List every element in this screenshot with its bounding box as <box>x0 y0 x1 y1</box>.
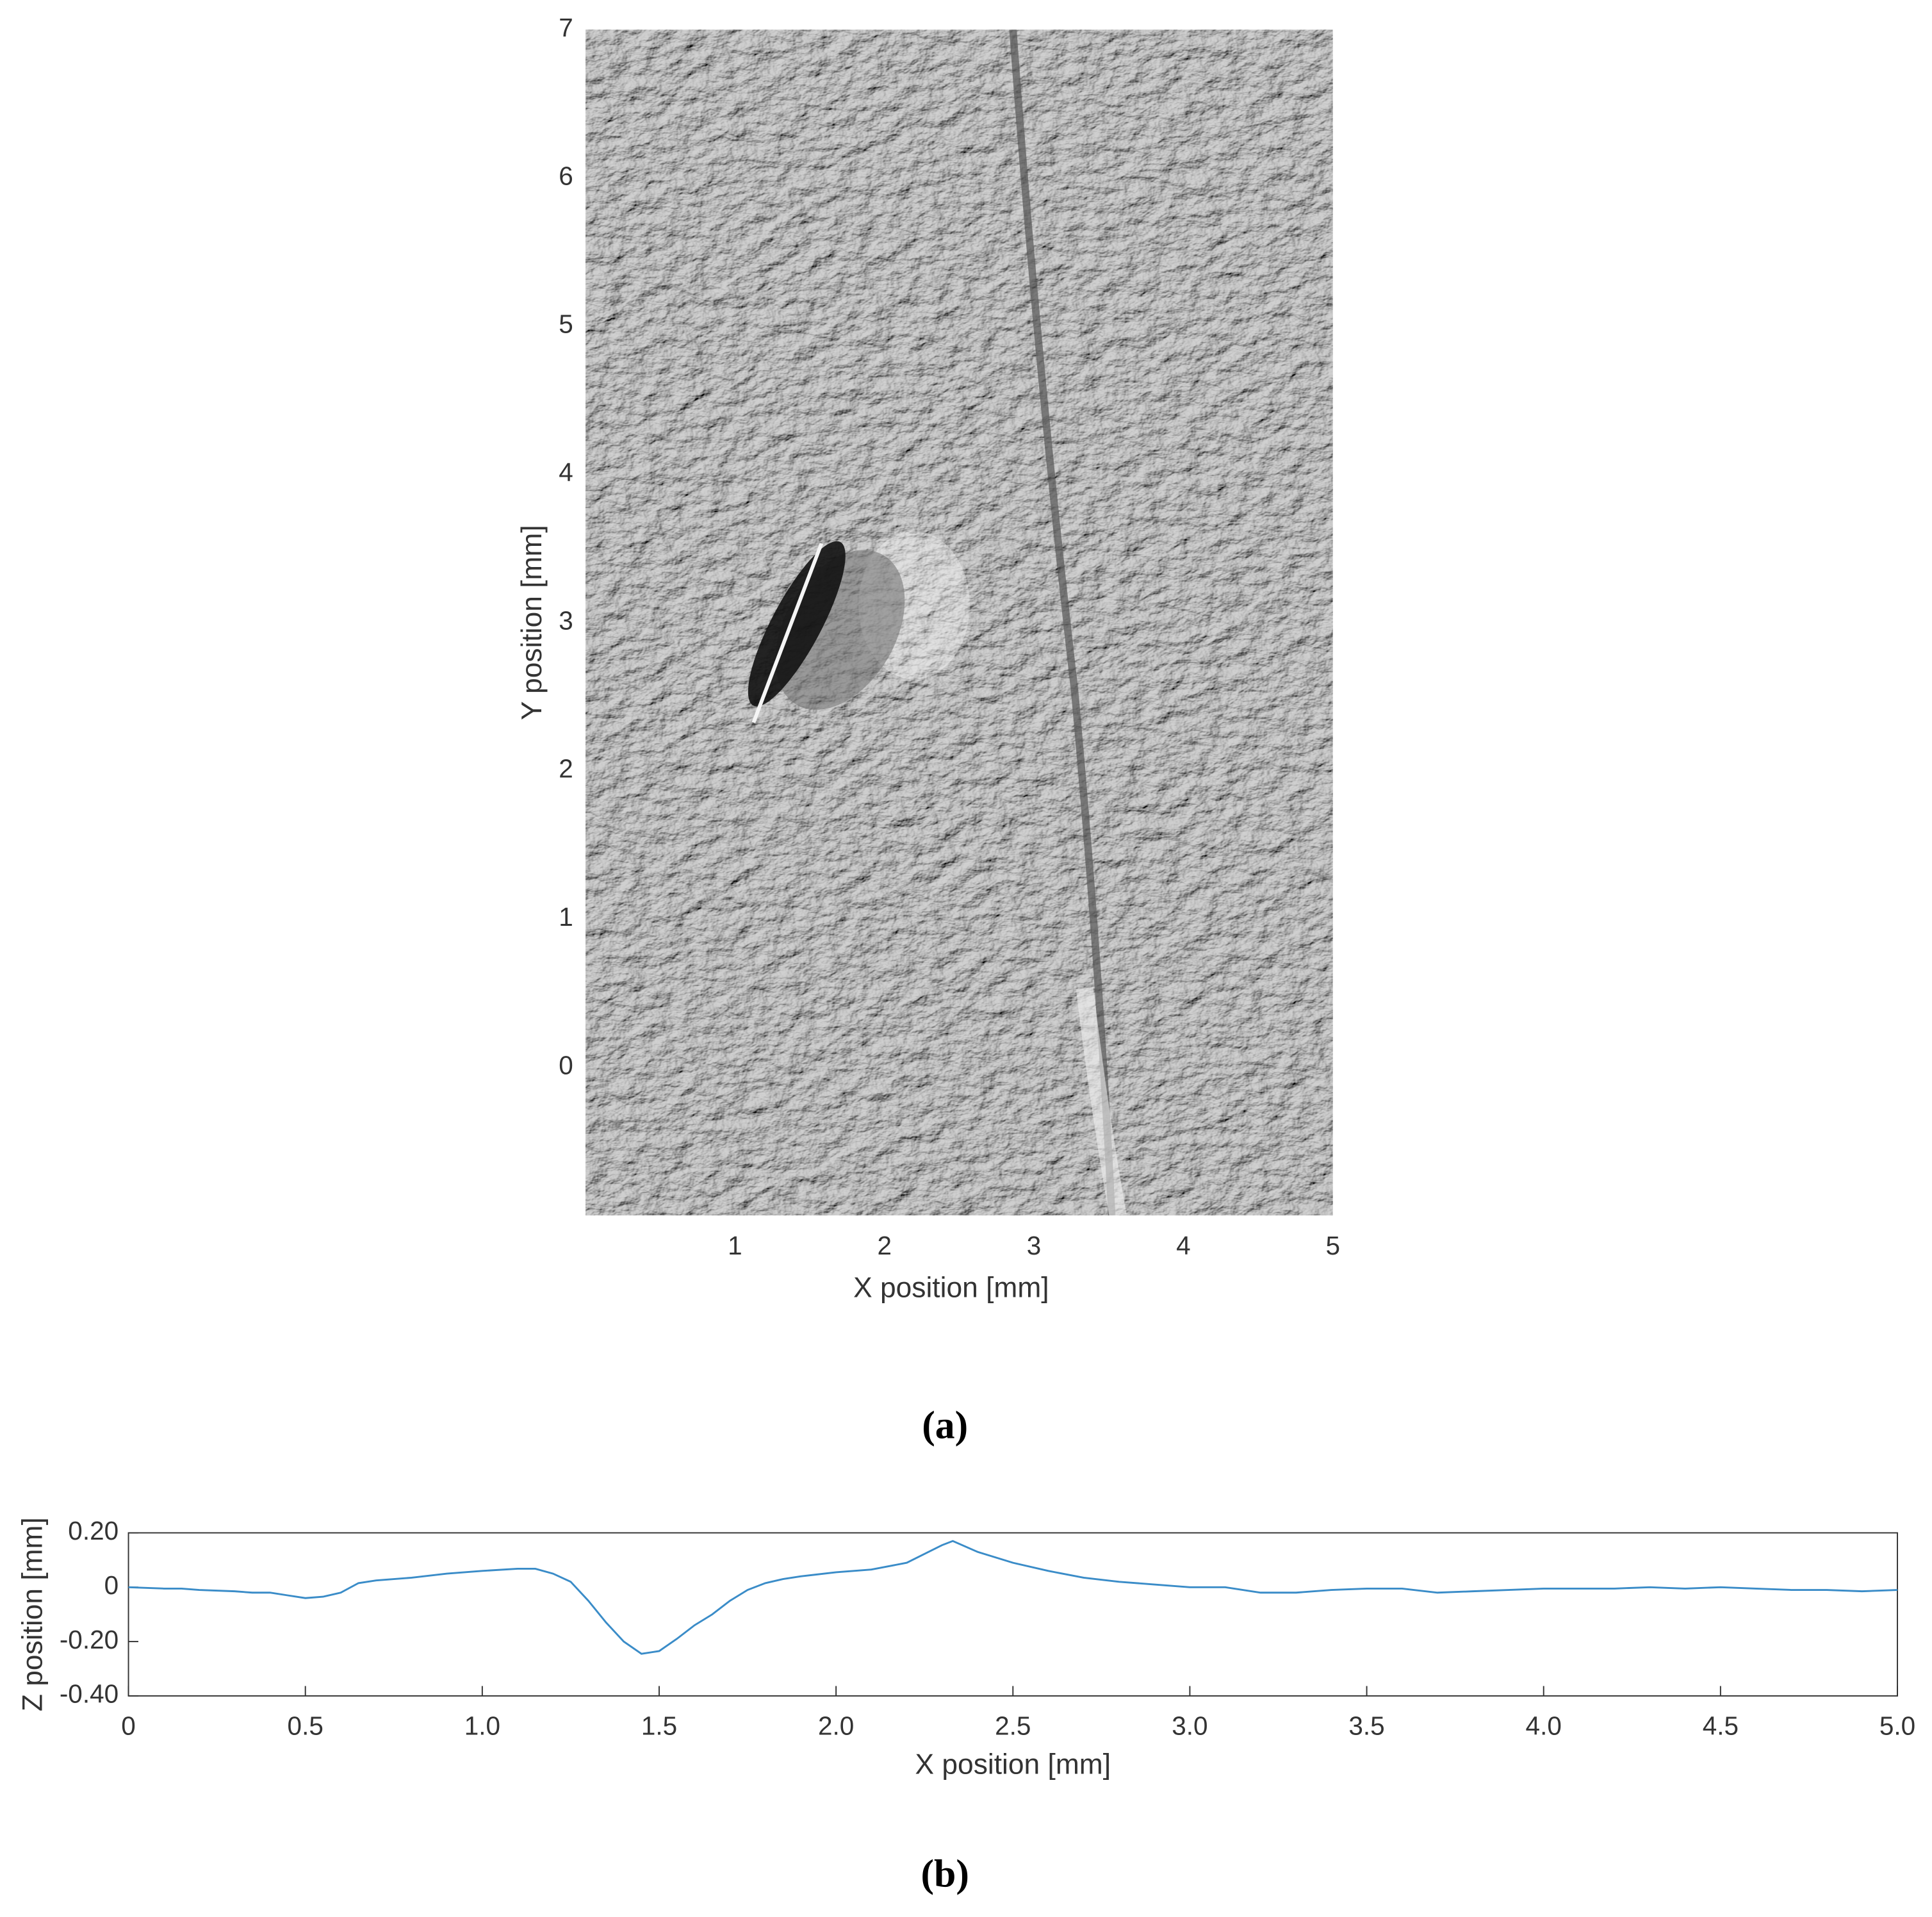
y-tick-label: 2 <box>559 754 573 784</box>
x-tick-label: 5 <box>1325 1231 1340 1260</box>
x-tick-label: 4.5 <box>1703 1711 1739 1741</box>
y-tick-label: -0.40 <box>60 1679 119 1709</box>
x-tick-label: 2.0 <box>818 1711 854 1741</box>
caption: (b) <box>921 1852 969 1895</box>
y-tick-label: 4 <box>559 457 573 487</box>
y-axis-label: Z position [mm] <box>17 1517 49 1711</box>
profile-line <box>128 1540 1898 1655</box>
y-tick-label: 0 <box>104 1570 119 1600</box>
y-tick-label: 0.20 <box>68 1516 119 1545</box>
plot-frame <box>127 1532 1898 1697</box>
x-tick-label: 3.0 <box>1172 1711 1208 1741</box>
x-tick-label: 0.5 <box>288 1711 323 1741</box>
x-tick-label: 4 <box>1176 1231 1191 1260</box>
x-tick-label: 2.5 <box>995 1711 1031 1741</box>
x-tick-label: 1.0 <box>464 1711 500 1741</box>
x-axis-label: X position [mm] <box>853 1272 1049 1303</box>
y-tick-label: 3 <box>559 605 573 635</box>
surface-image <box>585 29 1333 1215</box>
y-axis-label: Y position [mm] <box>516 525 548 720</box>
x-tick-label: 4.0 <box>1526 1711 1562 1741</box>
y-tick-label: 6 <box>559 161 573 190</box>
caption: (a) <box>922 1404 968 1447</box>
y-tick-label: -0.20 <box>60 1625 119 1654</box>
x-tick-label: 2 <box>877 1231 892 1260</box>
y-tick-label: 0 <box>559 1050 573 1080</box>
x-tick-label: 0 <box>121 1711 136 1741</box>
y-tick-label: 7 <box>559 13 573 42</box>
x-tick-label: 3.5 <box>1348 1711 1384 1741</box>
x-tick-label: 1.5 <box>641 1711 677 1741</box>
x-axis-label: X position [mm] <box>915 1749 1111 1781</box>
y-tick-label: 1 <box>559 902 573 932</box>
x-tick-label: 5.0 <box>1879 1711 1915 1741</box>
y-tick-label: 5 <box>559 309 573 339</box>
x-tick-label: 3 <box>1027 1231 1042 1260</box>
x-tick-label: 1 <box>728 1231 742 1260</box>
